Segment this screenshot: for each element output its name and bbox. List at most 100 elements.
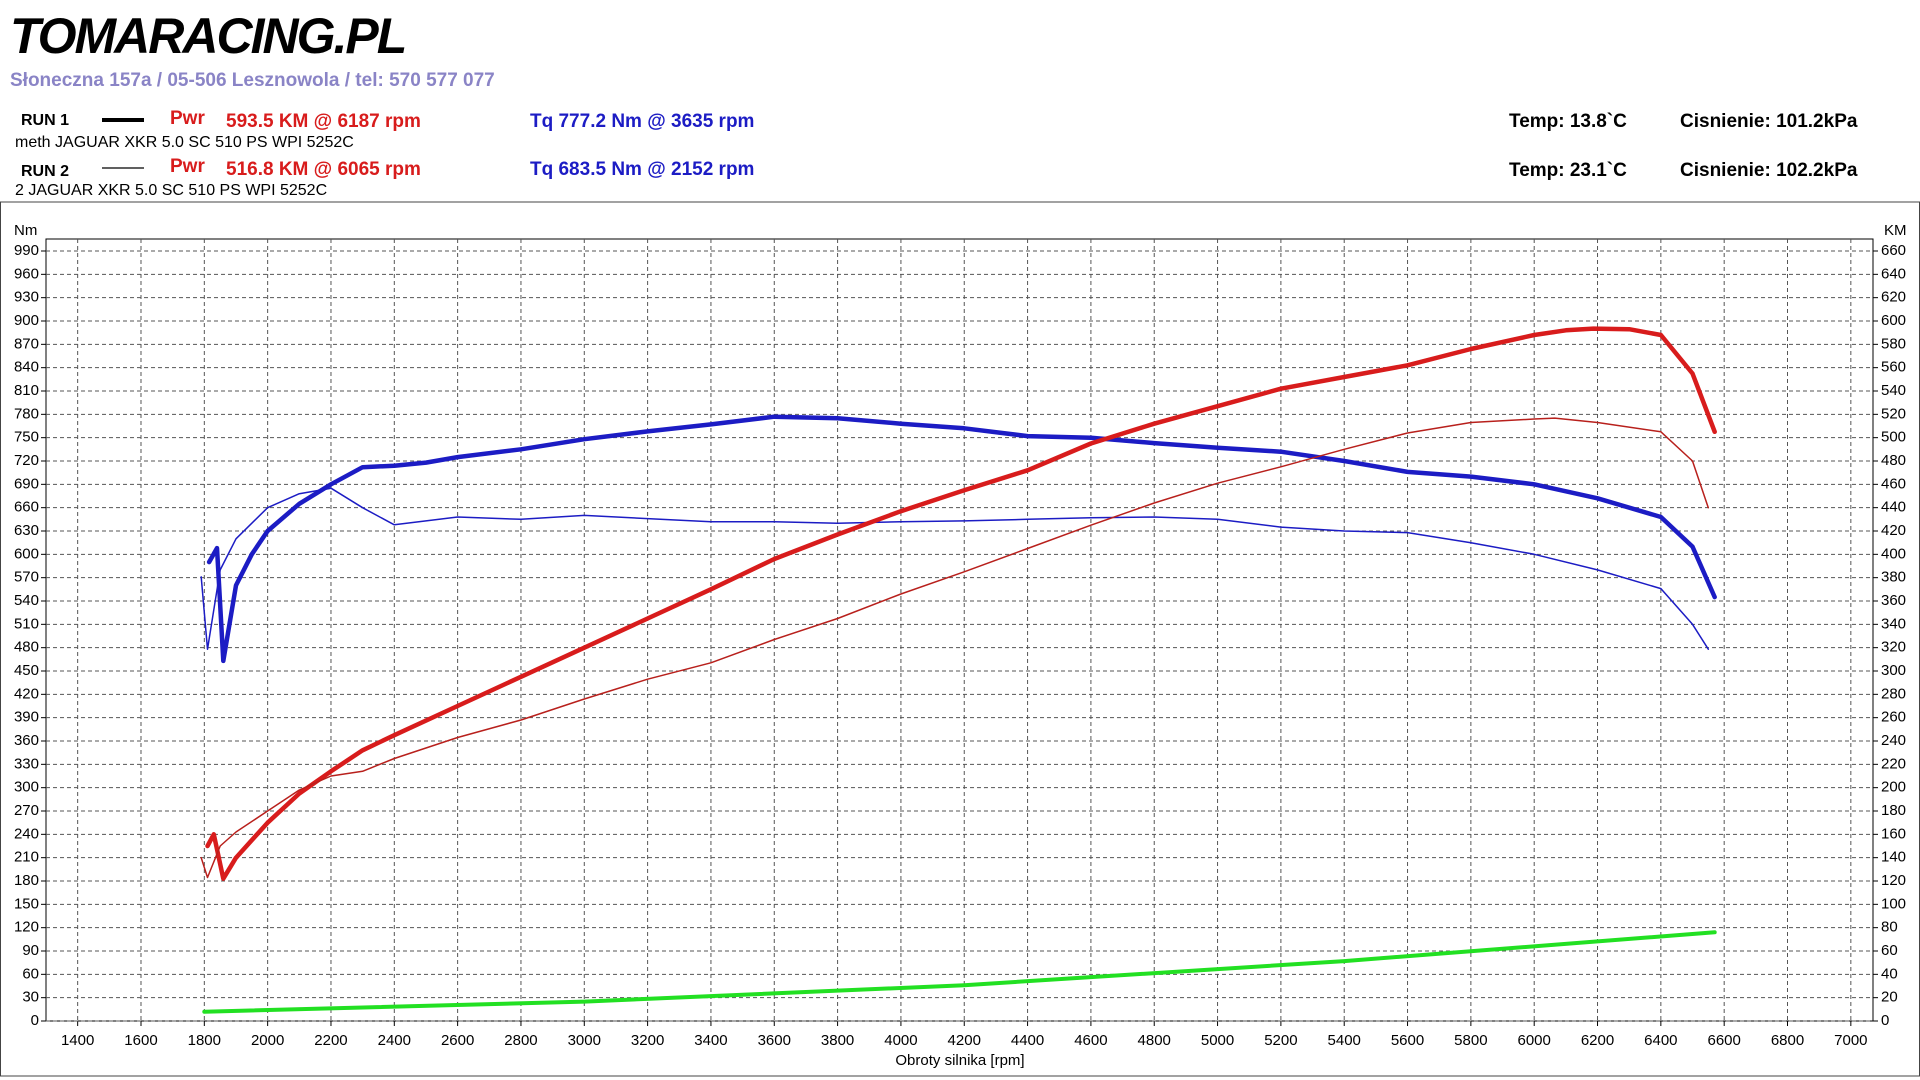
pressure: Cisnienie: 101.2kPa bbox=[1680, 111, 1858, 132]
y2-tick-label: 320 bbox=[1881, 639, 1906, 656]
y2-tick-label: 40 bbox=[1881, 965, 1898, 982]
y-tick-label: 120 bbox=[14, 919, 39, 936]
y-tick-label: 90 bbox=[22, 942, 39, 959]
x-tick-label: 3800 bbox=[821, 1032, 854, 1049]
temp: Temp: 13.8`C bbox=[1509, 111, 1627, 132]
run-description: meth JAGUAR XKR 5.0 SC 510 PS WPI 5252C bbox=[15, 134, 354, 151]
y2-tick-label: 420 bbox=[1881, 522, 1906, 539]
logo: TOMARACING.PL bbox=[10, 8, 405, 64]
y-tick-label: 780 bbox=[14, 405, 39, 422]
y-tick-label: 450 bbox=[14, 662, 39, 679]
series-line bbox=[206, 414, 1717, 664]
y-tick-label: 870 bbox=[14, 335, 39, 352]
x-tick-label: 6400 bbox=[1644, 1032, 1677, 1049]
x-tick-label: 1600 bbox=[124, 1032, 157, 1049]
y2-tick-label: 220 bbox=[1881, 755, 1906, 772]
y-tick-label: 600 bbox=[14, 545, 39, 562]
run-description: 2 JAGUAR XKR 5.0 SC 510 PS WPI 5252C bbox=[15, 182, 327, 199]
y-tick-label: 720 bbox=[14, 452, 39, 469]
x-tick-label: 6600 bbox=[1707, 1032, 1740, 1049]
y2-tick-label: 520 bbox=[1881, 405, 1906, 422]
address: Słoneczna 157a / 05-506 Lesznowola / tel… bbox=[10, 70, 495, 91]
x-tick-label: 7000 bbox=[1834, 1032, 1867, 1049]
x-tick-label: 3600 bbox=[758, 1032, 791, 1049]
x-tick-label: 4800 bbox=[1138, 1032, 1171, 1049]
x-tick-label: 6000 bbox=[1518, 1032, 1551, 1049]
y2-tick-label: 260 bbox=[1881, 709, 1906, 726]
x-tick-label: 3000 bbox=[568, 1032, 601, 1049]
y-tick-label: 270 bbox=[14, 802, 39, 819]
y-tick-label: 330 bbox=[14, 755, 39, 772]
x-tick-label: 5400 bbox=[1328, 1032, 1361, 1049]
y-tick-label: 300 bbox=[14, 779, 39, 796]
y2-tick-label: 120 bbox=[1881, 872, 1906, 889]
x-tick-label: 2800 bbox=[504, 1032, 537, 1049]
pwr-value: 516.8 KM @ 6065 rpm bbox=[226, 159, 421, 180]
x-tick-label: 5000 bbox=[1201, 1032, 1234, 1049]
y2-tick-label: 300 bbox=[1881, 662, 1906, 679]
y-tick-label: 840 bbox=[14, 359, 39, 376]
y2-tick-label: 140 bbox=[1881, 849, 1906, 866]
y2-tick-label: 180 bbox=[1881, 802, 1906, 819]
y-tick-label: 360 bbox=[14, 732, 39, 749]
y-tick-label: 930 bbox=[14, 289, 39, 306]
x-tick-label: 4000 bbox=[884, 1032, 917, 1049]
y2-tick-label: 540 bbox=[1881, 382, 1906, 399]
series-line bbox=[200, 487, 1710, 650]
y2-tick-label: 240 bbox=[1881, 732, 1906, 749]
y-tick-label: 420 bbox=[14, 685, 39, 702]
y-tick-label: 60 bbox=[22, 965, 39, 982]
x-tick-label: 2000 bbox=[251, 1032, 284, 1049]
y-tick-label: 960 bbox=[14, 265, 39, 282]
y2-tick-label: 340 bbox=[1881, 615, 1906, 632]
x-tick-label: 3400 bbox=[694, 1032, 727, 1049]
y2-tick-label: 580 bbox=[1881, 335, 1906, 352]
y2-tick-label: 600 bbox=[1881, 312, 1906, 329]
series-line bbox=[202, 930, 1717, 1014]
y-tick-label: 240 bbox=[14, 825, 39, 842]
y2-tick-label: 100 bbox=[1881, 895, 1906, 912]
y2-tick-label: 620 bbox=[1881, 289, 1906, 306]
pressure: Cisnienie: 102.2kPa bbox=[1680, 160, 1858, 181]
y2-tick-label: 440 bbox=[1881, 499, 1906, 516]
y2-tick-label: 500 bbox=[1881, 429, 1906, 446]
y2-tick-label: 200 bbox=[1881, 779, 1906, 796]
y-tick-label: 390 bbox=[14, 709, 39, 726]
x-tick-label: 4200 bbox=[948, 1032, 981, 1049]
pwr-label: Pwr bbox=[170, 108, 205, 129]
y-tick-label: 810 bbox=[14, 382, 39, 399]
y2-tick-label: 660 bbox=[1881, 242, 1906, 259]
run-label: RUN 1 bbox=[21, 112, 69, 129]
x-axis-label: Obroty silnika [rpm] bbox=[895, 1052, 1024, 1069]
temp: Temp: 23.1`C bbox=[1509, 160, 1627, 181]
y-tick-label: 30 bbox=[22, 989, 39, 1006]
frame bbox=[0, 201, 1920, 1077]
y-tick-label: 540 bbox=[14, 592, 39, 609]
y2-tick-label: 280 bbox=[1881, 685, 1906, 702]
y2-tick-label: 360 bbox=[1881, 592, 1906, 609]
y2-tick-label: 380 bbox=[1881, 569, 1906, 586]
y2-tick-label: 60 bbox=[1881, 942, 1898, 959]
x-tick-label: 1400 bbox=[61, 1032, 94, 1049]
y-tick-label: 210 bbox=[14, 849, 39, 866]
y2-tick-label: 560 bbox=[1881, 359, 1906, 376]
y-tick-label: 510 bbox=[14, 615, 39, 632]
y-tick-label: 750 bbox=[14, 429, 39, 446]
x-tick-label: 5800 bbox=[1454, 1032, 1487, 1049]
x-tick-label: 1800 bbox=[188, 1032, 221, 1049]
y-tick-label: 690 bbox=[14, 475, 39, 492]
y2-tick-label: 0 bbox=[1881, 1012, 1889, 1029]
y2-tick-label: 460 bbox=[1881, 475, 1906, 492]
x-tick-label: 5200 bbox=[1264, 1032, 1297, 1049]
y2-tick-label: 80 bbox=[1881, 919, 1898, 936]
y-tick-label: 900 bbox=[14, 312, 39, 329]
y-tick-label: 570 bbox=[14, 569, 39, 586]
x-tick-label: 2200 bbox=[314, 1032, 347, 1049]
y2-axis-label: KM bbox=[1884, 222, 1907, 239]
x-tick-label: 6200 bbox=[1581, 1032, 1614, 1049]
series-line bbox=[200, 417, 1710, 879]
y-tick-label: 0 bbox=[31, 1012, 39, 1029]
y2-tick-label: 400 bbox=[1881, 545, 1906, 562]
y-axis-label: Nm bbox=[14, 222, 37, 239]
